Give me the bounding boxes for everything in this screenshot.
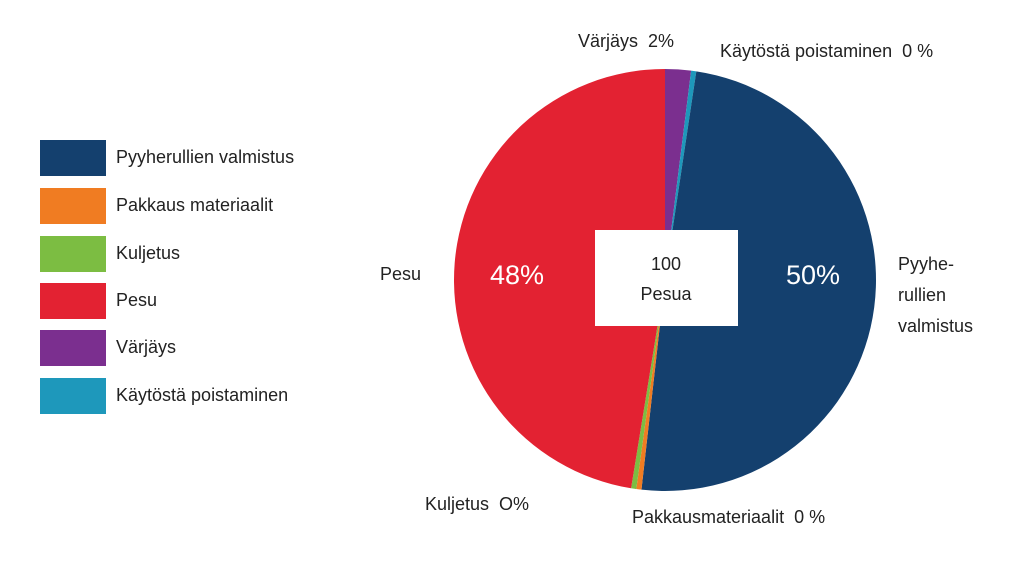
legend-swatch: [40, 236, 106, 272]
slice-name: Pakkausmateriaalit: [632, 507, 784, 527]
value-label: 0 %: [902, 41, 933, 61]
slice-label: valmistus: [898, 316, 973, 336]
slice-name: Pesu: [380, 264, 421, 284]
slice-label: Pakkausmateriaalit 0 %: [632, 507, 825, 527]
pie: [453, 69, 877, 492]
center-label: Pesua: [640, 284, 692, 304]
legend-label: Käytöstä poistaminen: [116, 385, 288, 405]
value-label: 0 %: [794, 507, 825, 527]
pie-slice: [636, 280, 665, 490]
slice-name: Värjäys: [578, 31, 638, 51]
value-label: 50%: [786, 260, 840, 290]
legend-swatch: [40, 188, 106, 224]
slice-label: Värjäys 2%: [578, 31, 674, 51]
value-label: 2%: [648, 31, 674, 51]
legend-swatch: [40, 330, 106, 366]
center-label: 100: [651, 254, 681, 274]
slice-label: Käytöstä poistaminen 0 %: [720, 41, 933, 61]
pie-slice: [641, 71, 877, 492]
slice-label: Pyyhe-: [898, 254, 954, 274]
slice-name: rullien: [898, 285, 946, 305]
value-label: 48%: [490, 260, 544, 290]
slice-label: Pesu: [380, 264, 421, 284]
slice-name: Kuljetus: [425, 494, 489, 514]
pie-slice: [453, 69, 665, 489]
slice-name: valmistus: [898, 316, 973, 336]
pie-slice: [665, 70, 697, 280]
pie-slice: [631, 280, 665, 490]
legend-label: Pyyherullien valmistus: [116, 147, 294, 167]
legend-label: Pakkaus materiaalit: [116, 195, 273, 215]
legend-swatch: [40, 283, 106, 319]
legend-label: Värjäys: [116, 337, 176, 357]
center-box: [595, 230, 738, 326]
legend-swatch: [40, 140, 106, 176]
slice-name: Käytöstä poistaminen: [720, 41, 892, 61]
slice-label: Kuljetus O%: [425, 494, 529, 514]
legend-label: Pesu: [116, 290, 157, 310]
pie-slice: [665, 69, 692, 280]
slice-name: Pyyhe-: [898, 254, 954, 274]
legend-swatch: [40, 378, 106, 414]
slice-label: rullien: [898, 285, 946, 305]
value-label: O%: [499, 494, 529, 514]
legend-label: Kuljetus: [116, 243, 180, 263]
